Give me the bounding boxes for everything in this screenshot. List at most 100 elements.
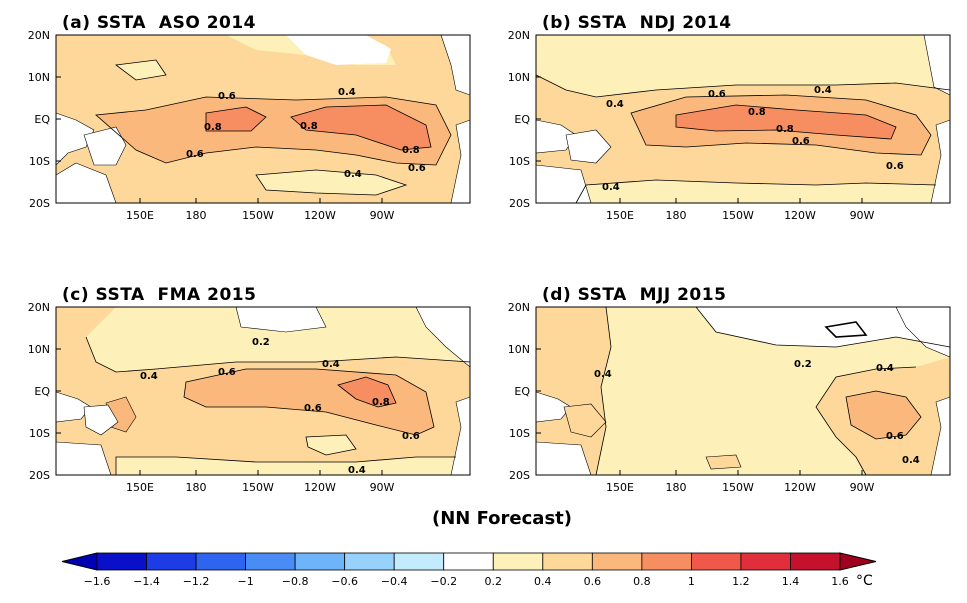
contour-label: 0.8	[776, 124, 794, 135]
colorbar-swatch	[443, 552, 494, 571]
lat-tick-label: EQ	[34, 385, 50, 398]
contour-label: 0.8	[372, 397, 390, 408]
colorbar-swatch	[344, 552, 395, 571]
panel-a-title: (a) SSTA ASO 2014	[62, 13, 256, 33]
lon-tick-label: 120W	[304, 481, 336, 494]
contour-label: 0.4	[594, 369, 612, 380]
lat-tick-label: 20S	[509, 469, 530, 482]
colorbar: −1.6 −1.4 −1.2 −1 −0.8 −0.6 −0.4 −0.2 0.2 0.4 0.6 0…	[61, 552, 877, 588]
contour-label: 0.4	[344, 169, 362, 180]
lat-tick-label: 20N	[508, 301, 530, 314]
colorbar-swatch	[294, 552, 346, 571]
colorbar-tick-label: 1.4	[782, 575, 800, 588]
colorbar-tick-label: 0.2	[485, 575, 503, 588]
contour-label: 0.2	[252, 337, 270, 348]
contour-label: 0.6	[304, 403, 322, 414]
panel-d-contour-labels: 0.4 0.2 0.4 0.6 0.4	[594, 359, 920, 466]
contour-label: 0.4	[876, 363, 894, 374]
lat-tick-label: 20N	[28, 301, 50, 314]
contour-label: 0.6	[708, 89, 726, 100]
panel-c: 0.2 0.4 0.4 0.6 0.6 0.8 0.6 0.4	[55, 306, 471, 476]
colorbar-tick-label: −1.4	[133, 575, 160, 588]
contour-label: 0.6	[886, 431, 904, 442]
lat-tick-label: 20S	[29, 197, 50, 210]
colorbar-low-arrow	[61, 552, 98, 571]
colorbar-swatch	[195, 552, 246, 571]
contour-label: 0.4	[814, 85, 832, 96]
lat-tick-label: 10S	[29, 427, 50, 440]
colorbar-swatch	[641, 552, 692, 571]
contour-label: 0.8	[300, 121, 318, 132]
lat-tick-label: 10S	[29, 155, 50, 168]
lon-tick-label: 150E	[126, 209, 154, 222]
colorbar-tick-label: 1.2	[732, 575, 750, 588]
contour-label: 0.6	[218, 367, 236, 378]
lat-tick-label: 10S	[509, 427, 530, 440]
colorbar-swatch	[542, 552, 593, 571]
colorbar-tick-label: 0.6	[584, 575, 602, 588]
colorbar-swatch	[96, 552, 147, 571]
lon-tick-label: 150E	[126, 481, 154, 494]
colorbar-tick-label: −1.2	[183, 575, 210, 588]
panel-a: 0.6 0.8 0.8 0.4 0.6 0.8 0.6 0.4	[55, 34, 471, 204]
lon-tick-label: 180	[186, 481, 207, 494]
contour-label: 0.4	[348, 465, 366, 476]
lon-tick-label: 120W	[784, 481, 816, 494]
colorbar-swatch	[245, 552, 296, 571]
colorbar-unit: °C	[856, 573, 873, 589]
contour-label: 0.2	[794, 359, 812, 370]
contour-label: 0.8	[204, 122, 222, 133]
contour-label: 0.4	[140, 371, 158, 382]
contour-label: 0.6	[408, 163, 426, 174]
forecast-subtitle: (NN Forecast)	[432, 508, 572, 529]
contour-label: 0.8	[402, 145, 420, 156]
lat-tick-label: EQ	[514, 385, 530, 398]
colorbar-tick-label: −1.6	[84, 575, 111, 588]
colorbar-swatch	[790, 552, 841, 571]
contour-label: 0.6	[886, 161, 904, 172]
lat-tick-label: 20N	[28, 29, 50, 42]
lat-tick-label: 10N	[28, 343, 50, 356]
contour-label: 0.4	[338, 87, 356, 98]
colorbar-tick-label: −0.2	[430, 575, 457, 588]
lon-tick-label: 90W	[850, 481, 875, 494]
panel-c-title: (c) SSTA FMA 2015	[62, 285, 256, 305]
lon-tick-label: 120W	[304, 209, 336, 222]
colorbar-swatch	[740, 552, 791, 571]
panel-d: 0.4 0.2 0.4 0.6 0.4	[535, 306, 951, 476]
contour-label: 0.4	[606, 99, 624, 110]
colorbar-swatch	[492, 552, 544, 571]
panel-b: 0.4 0.6 0.8 0.8 0.6 0.4 0.4 0.6	[535, 34, 951, 204]
contour-label: 0.6	[402, 431, 420, 442]
contour-label: 0.8	[748, 107, 766, 118]
lon-tick-label: 150W	[242, 209, 274, 222]
panel-b-contour-labels: 0.4 0.6 0.8 0.8 0.6 0.4 0.4 0.6	[602, 85, 904, 193]
colorbar-tick-label: 0.8	[633, 575, 651, 588]
panel-b-title: (b) SSTA NDJ 2014	[542, 13, 732, 33]
lat-tick-label: 10N	[508, 343, 530, 356]
lat-tick-label: 10N	[508, 71, 530, 84]
lat-tick-label: 10S	[509, 155, 530, 168]
lon-tick-label: 90W	[370, 481, 395, 494]
lon-tick-label: 150W	[722, 481, 754, 494]
lon-tick-label: 150E	[606, 209, 634, 222]
lon-tick-label: 150E	[606, 481, 634, 494]
colorbar-swatch	[393, 552, 445, 571]
lat-tick-label: 20N	[508, 29, 530, 42]
lon-tick-label: 180	[186, 209, 207, 222]
colorbar-tick-label: −0.6	[331, 575, 358, 588]
colorbar-tick-label: −0.8	[282, 575, 309, 588]
contour-label: 0.6	[218, 91, 236, 102]
lat-tick-label: EQ	[514, 113, 530, 126]
colorbar-tick-label: 1.6	[831, 575, 849, 588]
colorbar-swatch	[146, 552, 197, 571]
contour-label: 0.4	[322, 359, 340, 370]
lon-tick-label: 150W	[722, 209, 754, 222]
contour-label: 0.6	[186, 149, 204, 160]
colorbar-swatch	[691, 552, 742, 571]
panel-d-title: (d) SSTA MJJ 2015	[542, 285, 726, 305]
contour-label: 0.4	[602, 182, 620, 193]
colorbar-swatch	[591, 552, 643, 571]
colorbar-tick-label: −1	[237, 575, 253, 588]
